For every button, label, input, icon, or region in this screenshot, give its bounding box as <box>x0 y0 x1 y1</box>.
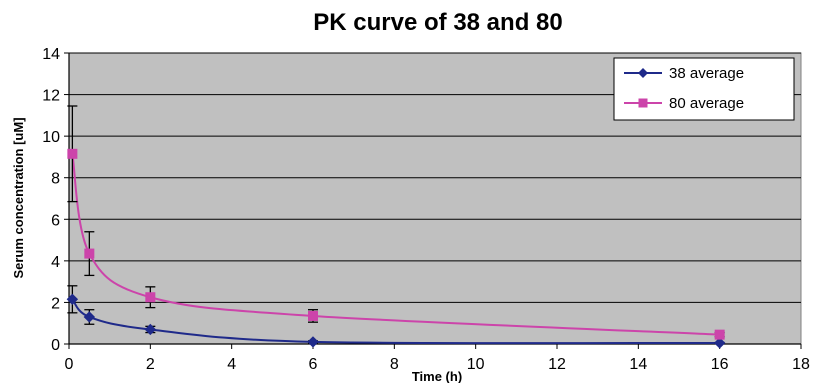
series-layer <box>66 105 726 349</box>
x-tick-label: 0 <box>65 356 74 373</box>
chart-title: PK curve of 38 and 80 <box>313 9 562 36</box>
x-tick-label: 14 <box>629 356 647 373</box>
data-point <box>307 336 319 348</box>
x-tick-label: 16 <box>711 356 729 373</box>
data-point <box>144 323 157 336</box>
data-point <box>67 148 78 159</box>
x-tick-label: 10 <box>467 356 485 373</box>
x-axis-title: Time (h) <box>412 369 462 383</box>
series-1 <box>66 285 726 349</box>
data-point <box>84 248 95 259</box>
y-tick-labels: 0 2 4 6 8 10 12 14 <box>42 46 60 354</box>
y-tick-label: 12 <box>42 88 60 105</box>
data-point <box>83 311 96 323</box>
y-tick-label: 4 <box>51 254 60 271</box>
legend-label: 38 average <box>669 65 744 82</box>
series-line <box>71 153 720 336</box>
x-tick-label: 18 <box>792 356 810 373</box>
x-tick-label: 4 <box>227 356 236 373</box>
x-tick-labels: 0 2 4 6 8 10 12 14 16 18 <box>65 356 810 373</box>
data-point <box>714 329 725 340</box>
x-tick-label: 8 <box>390 356 399 373</box>
legend-marker <box>638 68 648 78</box>
data-point <box>145 292 156 303</box>
data-point <box>713 337 726 349</box>
y-tick-label: 0 <box>51 337 60 354</box>
x-tick-label: 2 <box>146 356 155 373</box>
x-tick-label: 6 <box>309 356 318 373</box>
y-tick-label: 10 <box>42 129 60 146</box>
data-point <box>66 293 79 306</box>
legend: 38 average 80 average <box>613 57 795 121</box>
legend-box <box>613 57 795 121</box>
x-tick-label: 12 <box>548 356 566 373</box>
y-tick-label: 8 <box>51 171 60 188</box>
series-2 <box>67 105 725 340</box>
y-axis-title: Serum concentration [uM] <box>11 117 26 278</box>
data-point <box>308 310 318 321</box>
y-tick-label: 2 <box>51 295 60 312</box>
y-tick-label: 14 <box>42 46 60 63</box>
legend-label: 80 average <box>669 95 744 112</box>
legend-marker <box>638 98 648 108</box>
y-tick-label: 6 <box>51 212 60 229</box>
